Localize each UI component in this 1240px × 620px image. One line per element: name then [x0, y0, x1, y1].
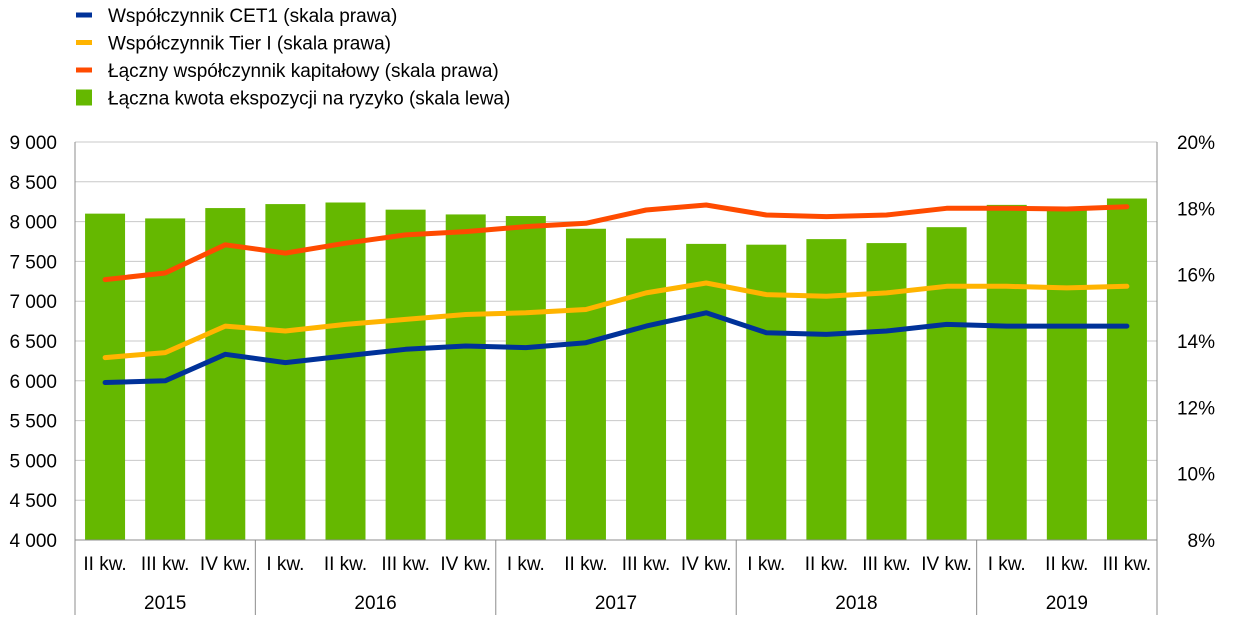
- series-line: [102, 202, 1130, 283]
- bar: [85, 213, 126, 540]
- y-right-tick-label: 14%: [1177, 332, 1215, 353]
- x-category-label: III kw.: [381, 554, 430, 575]
- bar: [385, 209, 426, 540]
- x-category-label: IV kw.: [921, 554, 972, 575]
- y-left-tick-label: 5 000: [9, 451, 57, 472]
- y-left-tick-label: 8 500: [9, 173, 57, 194]
- x-category-label: IV kw.: [200, 554, 251, 575]
- bar: [926, 227, 967, 540]
- y-right-tick-label: 16%: [1177, 266, 1215, 287]
- x-year-label: 2017: [595, 593, 637, 614]
- x-category-label: III kw.: [862, 554, 911, 575]
- legend-swatch-bar: [76, 89, 92, 106]
- x-year-label: 2015: [144, 593, 186, 614]
- x-year-label: 2018: [835, 593, 877, 614]
- bar: [746, 244, 787, 540]
- bar: [265, 204, 306, 540]
- x-year-label: 2019: [1046, 593, 1088, 614]
- y-right-tick-label: 10%: [1177, 465, 1215, 486]
- y-left-tick-label: 5 500: [9, 412, 57, 433]
- bar: [565, 228, 606, 540]
- y-right-tick-label: 18%: [1177, 199, 1215, 220]
- x-category-label: I kw.: [507, 554, 545, 575]
- y-left-tick-label: 6 500: [9, 332, 57, 353]
- bar: [445, 214, 486, 540]
- y-left-tick-label: 6 000: [9, 372, 57, 393]
- x-category-label: I kw.: [266, 554, 304, 575]
- legend-label: Współczynnik Tier I (skala prawa): [108, 34, 391, 55]
- bar: [866, 243, 907, 541]
- x-category-label: I kw.: [988, 554, 1026, 575]
- bar: [1106, 198, 1147, 541]
- y-left-tick-label: 9 000: [9, 133, 57, 154]
- x-category-label: IV kw.: [440, 554, 491, 575]
- y-axis-left-labels: 4 000 4 500 5 000 5 500 6 000 6 500 7 000 7 500…: [9, 133, 57, 552]
- x-category-label: II kw.: [564, 554, 607, 575]
- bar-series: [85, 198, 1147, 541]
- x-category-label: II kw.: [324, 554, 367, 575]
- x-category-label: II kw.: [1045, 554, 1088, 575]
- bar: [505, 216, 546, 540]
- y-left-tick-label: 4 500: [9, 491, 57, 512]
- y-right-tick-label: 12%: [1177, 398, 1215, 419]
- bar: [325, 202, 366, 540]
- legend-label: Łączny współczynnik kapitałowy (skala pr…: [108, 61, 499, 82]
- x-category-label: III kw.: [141, 554, 190, 575]
- axes: [74, 142, 1158, 615]
- bar: [626, 238, 667, 541]
- x-category-label: II kw.: [805, 554, 848, 575]
- x-year-label: 2016: [354, 593, 396, 614]
- legend: Współczynnik CET1 (skala prawa) Współczyn…: [76, 6, 510, 110]
- y-left-tick-label: 7 500: [9, 252, 57, 273]
- bar: [986, 204, 1027, 540]
- y-left-tick-label: 7 000: [9, 292, 57, 313]
- x-category-label: I kw.: [747, 554, 785, 575]
- bar: [1046, 208, 1087, 540]
- x-category-label: II kw.: [83, 554, 126, 575]
- legend-label: Współczynnik CET1 (skala prawa): [108, 6, 397, 27]
- legend-label: Łączna kwota ekspozycji na ryzyko (skala…: [108, 89, 510, 110]
- bar: [205, 208, 246, 540]
- x-category-label: III kw.: [622, 554, 671, 575]
- y-left-tick-label: 4 000: [9, 531, 57, 552]
- y-axis-right-labels: 8% 10% 12% 14% 16% 18% 20%: [1177, 133, 1215, 552]
- y-right-tick-label: 8%: [1188, 531, 1216, 552]
- series-line: [102, 310, 1130, 385]
- y-left-tick-label: 8 000: [9, 213, 57, 234]
- line-series: [102, 202, 1130, 385]
- x-axis-year-labels: 2015 2016 2017 2018 2019: [144, 593, 1088, 614]
- series-line: [102, 280, 1130, 361]
- x-axis-category-labels: II kw. III kw. IV kw. I kw. II kw. III kw. IV …: [83, 554, 1151, 575]
- x-category-label: III kw.: [1103, 554, 1152, 575]
- bar: [686, 243, 727, 540]
- bar: [806, 239, 847, 540]
- x-category-label: IV kw.: [681, 554, 732, 575]
- y-right-tick-label: 20%: [1177, 133, 1215, 154]
